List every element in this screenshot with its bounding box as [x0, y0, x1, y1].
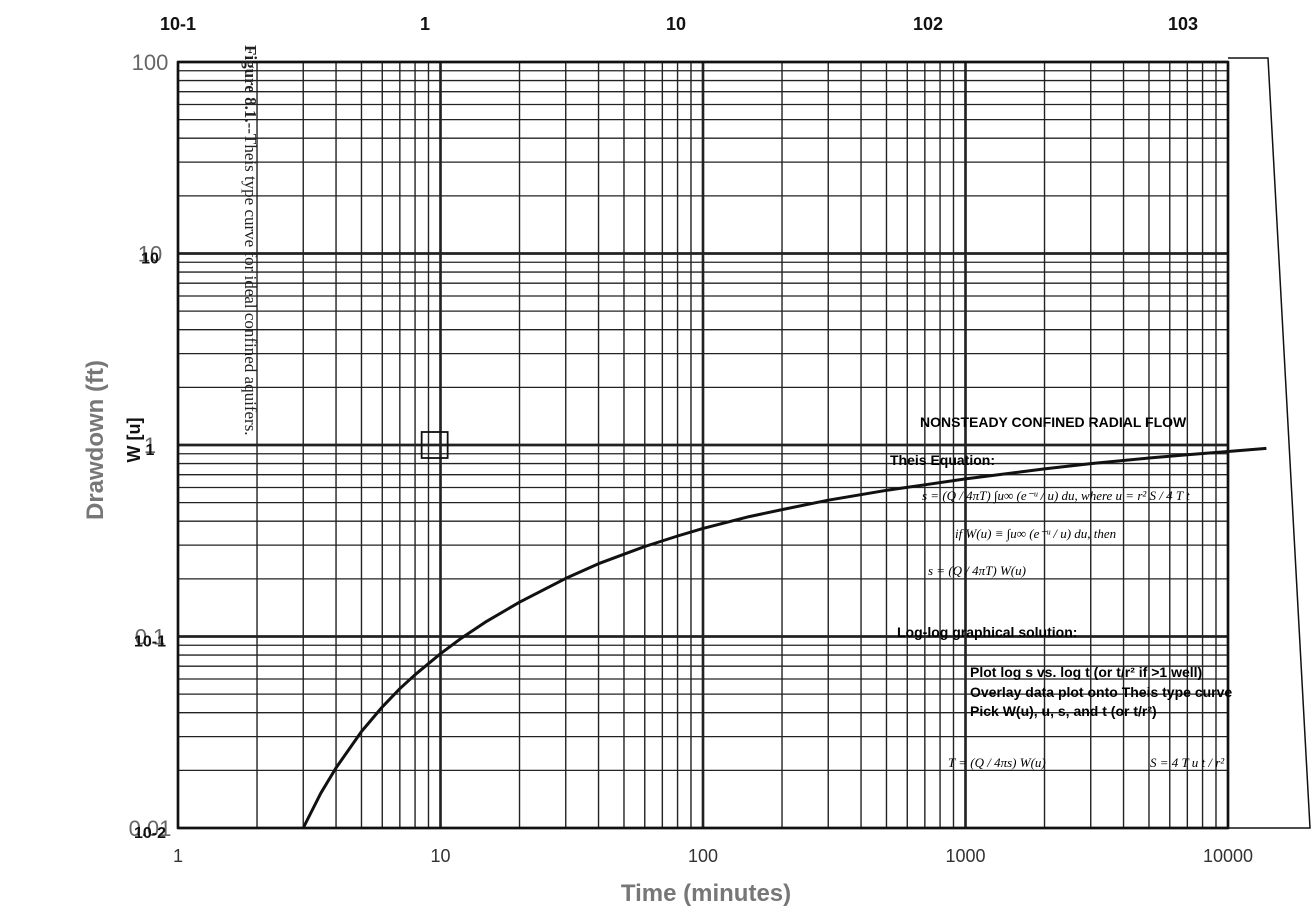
plot-border [176, 60, 1230, 830]
panel-eq2: if W(u) ≡ ∫u∞ (e⁻ᵘ / u) du, then [955, 526, 1116, 542]
axis-labels: 1 10 100 1000 10000 0.01 0.1 1 10 100 10-2 10-1 1 10 1… [82, 14, 1253, 907]
y-axis-title: Drawdown (ft) [82, 360, 109, 520]
top-tick-label: 10-1 [160, 14, 196, 34]
y-tick-label: 100 [132, 50, 169, 75]
inner-y-axis-title: W [u] [124, 418, 144, 463]
top-tick-label: 102 [913, 14, 943, 34]
inner-y-tick-label: 1 [146, 442, 155, 459]
panel-eq1: s = (Q / 4πT) ∫u∞ (e⁻ᵘ / u) du, where u … [922, 488, 1190, 504]
y-tick-label: 10 [138, 242, 162, 267]
panel-step-2: Overlay data plot onto Theis type curve [970, 684, 1232, 700]
panel-eq3: s = (Q / 4πT) W(u) [928, 563, 1026, 578]
x-tick-label: 10 [430, 846, 450, 866]
curve-layer [301, 431, 1267, 829]
figure-caption: Figure 8.1.--Theis type curve for ideal … [240, 45, 260, 485]
y-tick-label: 1 [144, 433, 156, 458]
panel-graph-heading: Log-log graphical solution: [897, 624, 1077, 640]
top-tick-label: 10 [666, 14, 686, 34]
overlay-sheet-edge [1228, 57, 1311, 829]
panel-step-3: Pick W(u), u, s, and t (or t/r²) [970, 703, 1157, 719]
panel-result-T: T = (Q / 4πs) W(u) [948, 755, 1046, 770]
inner-y-tick-label: 10-1 [134, 634, 166, 651]
x-axis-title: Time (minutes) [621, 880, 791, 907]
inner-y-tick-label: 10-2 [134, 825, 166, 842]
x-tick-label: 1000 [945, 846, 985, 866]
figure-caption-text: --Theis type curve for ideal confined aq… [241, 122, 260, 436]
panel-step-1: Plot log s vs. log t (or t/r² if >1 well… [970, 664, 1202, 680]
figure-label: Figure 8.1. [241, 45, 260, 123]
x-tick-label: 100 [688, 846, 718, 866]
panel-eq-heading: Theis Equation: [890, 452, 995, 468]
match-point-marker [420, 431, 449, 459]
inner-y-tick-label: 10 [141, 251, 159, 268]
plot-frame [176, 57, 1311, 830]
y-tick-label: 0.01 [129, 816, 172, 841]
equation-panel: NONSTEADY CONFINED RADIAL FLOW Theis Equ… [890, 414, 1232, 770]
theis-curve-line [301, 446, 1267, 829]
grid [176, 60, 1230, 830]
panel-title: NONSTEADY CONFINED RADIAL FLOW [920, 414, 1187, 430]
x-tick-label: 10000 [1203, 846, 1253, 866]
panel-result-S: S = 4 T u t / r² [1150, 755, 1225, 770]
y-tick-label: 0.1 [135, 625, 166, 650]
top-tick-label: 1 [420, 14, 430, 34]
top-tick-label: 103 [1168, 14, 1198, 34]
x-tick-label: 1 [173, 846, 183, 866]
